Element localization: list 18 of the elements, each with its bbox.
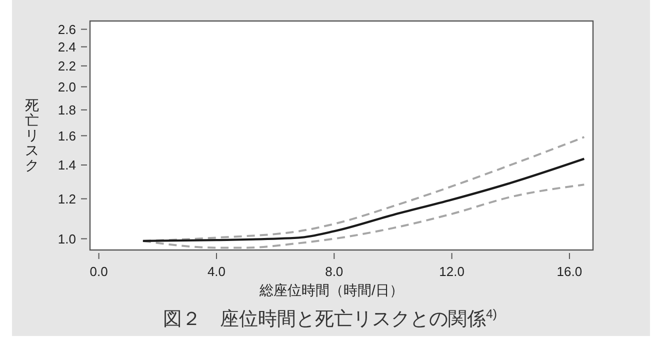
y-tick-label: 1.6 [58,128,76,144]
y-tick-label: 2.0 [58,79,76,94]
y-tick-label: 1.0 [58,231,76,246]
y-tick-label: 2.6 [58,22,76,37]
x-tick-label: 0.0 [90,264,108,279]
x-tick-label: 8.0 [325,264,344,279]
x-tick-label: 12.0 [439,264,464,279]
y-tick-label: 1.2 [58,191,76,206]
y-axis-title: 死亡リスク [25,97,39,173]
y-tick-label: 2.2 [58,58,76,74]
x-tick-label: 4.0 [207,264,226,279]
y-tick-label: 1.8 [58,102,76,118]
y-tick-label: 2.4 [58,39,76,54]
text: 図２ 座位時間と死亡リスクとの関係$^{4)}$ [163,307,497,330]
line-series [142,158,586,242]
x-tick-label: 16.0 [556,264,582,279]
y-tick-label: 1.4 [58,158,76,173]
x-axis-title: 総座位時間（時間/日） [258,282,404,298]
